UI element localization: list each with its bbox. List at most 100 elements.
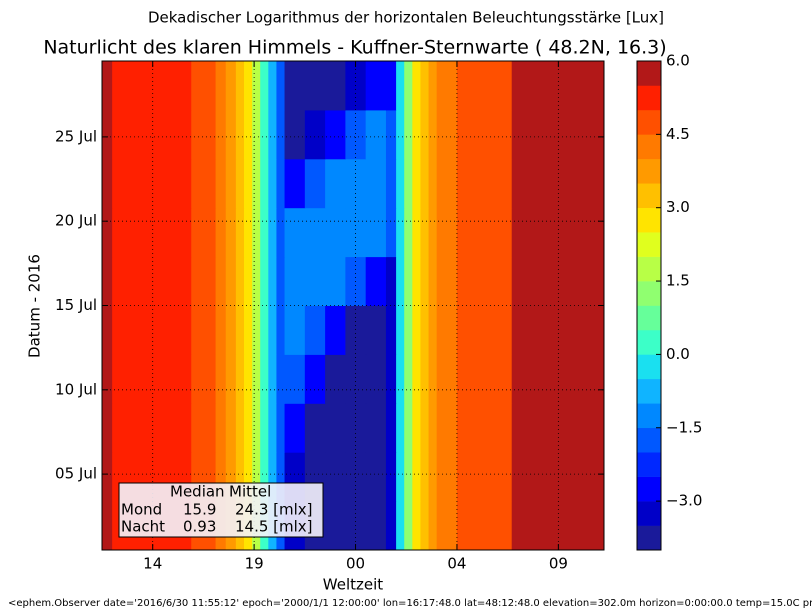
heat-cell: [345, 452, 367, 502]
heat-cell: [436, 256, 458, 306]
heat-cell: [102, 207, 113, 258]
colorbar-frame: [636, 60, 662, 551]
heat-cell: [252, 256, 261, 306]
heat-cell: [112, 61, 192, 111]
heat-cell: [420, 109, 430, 160]
y-tick-label: 25 Jul: [55, 127, 97, 145]
heat-cell: [428, 158, 438, 209]
heat-cell: [325, 501, 346, 551]
colorbar-band: [637, 183, 661, 208]
heat-cell: [235, 403, 245, 453]
heat-cell: [404, 256, 413, 306]
heat-cell: [404, 403, 413, 453]
heat-cell: [102, 452, 113, 502]
heat-cell: [404, 158, 413, 209]
heat-cell: [456, 109, 513, 160]
stats-header: Median: [170, 483, 225, 501]
heat-cell: [412, 158, 421, 209]
heat-cell: [385, 109, 397, 160]
heat-cell: [428, 207, 438, 258]
heat-cell: [396, 158, 405, 209]
heat-cell: [456, 354, 513, 404]
heat-cell: [112, 109, 192, 160]
colorbar-band: [637, 452, 661, 477]
heat-cell: [325, 61, 346, 111]
heat-cell: [404, 354, 413, 404]
heat-cell: [420, 61, 430, 111]
heat-cell: [412, 61, 421, 111]
heat-cell: [412, 207, 421, 258]
heat-cell: [325, 354, 346, 404]
heat-cell: [243, 354, 253, 404]
heat-cell: [385, 256, 397, 306]
heat-cell: [345, 403, 367, 453]
heat-cell: [225, 403, 237, 453]
heat-cell: [385, 452, 397, 502]
heat-cell: [252, 452, 261, 502]
heat-cell: [436, 61, 458, 111]
heat-cell: [215, 109, 227, 160]
heat-cell: [436, 305, 458, 355]
y-tick-label: 20 Jul: [55, 212, 97, 230]
colorbar-band: [637, 232, 661, 257]
heat-cell: [102, 305, 113, 355]
heat-cell: [112, 354, 192, 404]
heat-cell: [420, 452, 430, 502]
heat-cell: [191, 403, 217, 453]
heat-cell: [243, 256, 253, 306]
heat-cell: [396, 305, 405, 355]
heat-cell: [268, 109, 277, 160]
heat-cell: [396, 403, 405, 453]
stats-cell: 15.9: [183, 501, 216, 519]
heat-cell: [191, 61, 217, 111]
heat-cell: [325, 158, 346, 209]
heat-cell: [404, 501, 413, 551]
colorbar-band: [637, 207, 661, 233]
heat-cell: [436, 452, 458, 502]
heat-cell: [304, 109, 326, 160]
heat-cell: [420, 305, 430, 355]
heat-cell: [284, 158, 306, 209]
heat-cell: [243, 158, 253, 209]
heat-cell: [260, 207, 269, 258]
heat-cell: [252, 109, 261, 160]
heat-cell: [436, 158, 458, 209]
heat-cell: [428, 403, 438, 453]
heat-cell: [225, 207, 237, 258]
colorbar-band: [637, 305, 661, 331]
heat-cell: [404, 207, 413, 258]
stats-box: [118, 482, 324, 538]
heat-cell: [260, 256, 269, 306]
heat-cell: [420, 354, 430, 404]
heat-cell: [243, 305, 253, 355]
heat-cell: [385, 158, 397, 209]
heat-cell: [268, 207, 277, 258]
heat-cell: [396, 354, 405, 404]
y-tick-label: 05 Jul: [55, 465, 97, 483]
heat-cell: [345, 207, 367, 258]
colorbar-band: [637, 256, 661, 282]
heat-cell: [456, 256, 513, 306]
heat-cell: [385, 403, 397, 453]
heat-cell: [325, 403, 346, 453]
heat-cell: [191, 354, 217, 404]
heat-cell: [235, 256, 245, 306]
heat-cell: [365, 403, 387, 453]
heat-cell: [235, 354, 245, 404]
heat-cell: [276, 256, 286, 306]
colorbar-tick-label: 0.0: [666, 345, 690, 363]
heat-cell: [215, 354, 227, 404]
heat-cell: [225, 305, 237, 355]
heat-cell: [252, 403, 261, 453]
heat-cell: [235, 305, 245, 355]
colorbar-band: [637, 476, 661, 502]
stats-cell: 14.5 [mlx]: [235, 518, 313, 536]
stats-cell: Mond: [121, 501, 162, 519]
heat-cell: [112, 256, 192, 306]
colorbar-tick-label: 1.5: [666, 272, 690, 290]
heat-cell: [404, 61, 413, 111]
heat-cell: [235, 452, 245, 502]
heat-cell: [325, 256, 346, 306]
heat-cell: [191, 256, 217, 306]
heat-cell: [260, 354, 269, 404]
